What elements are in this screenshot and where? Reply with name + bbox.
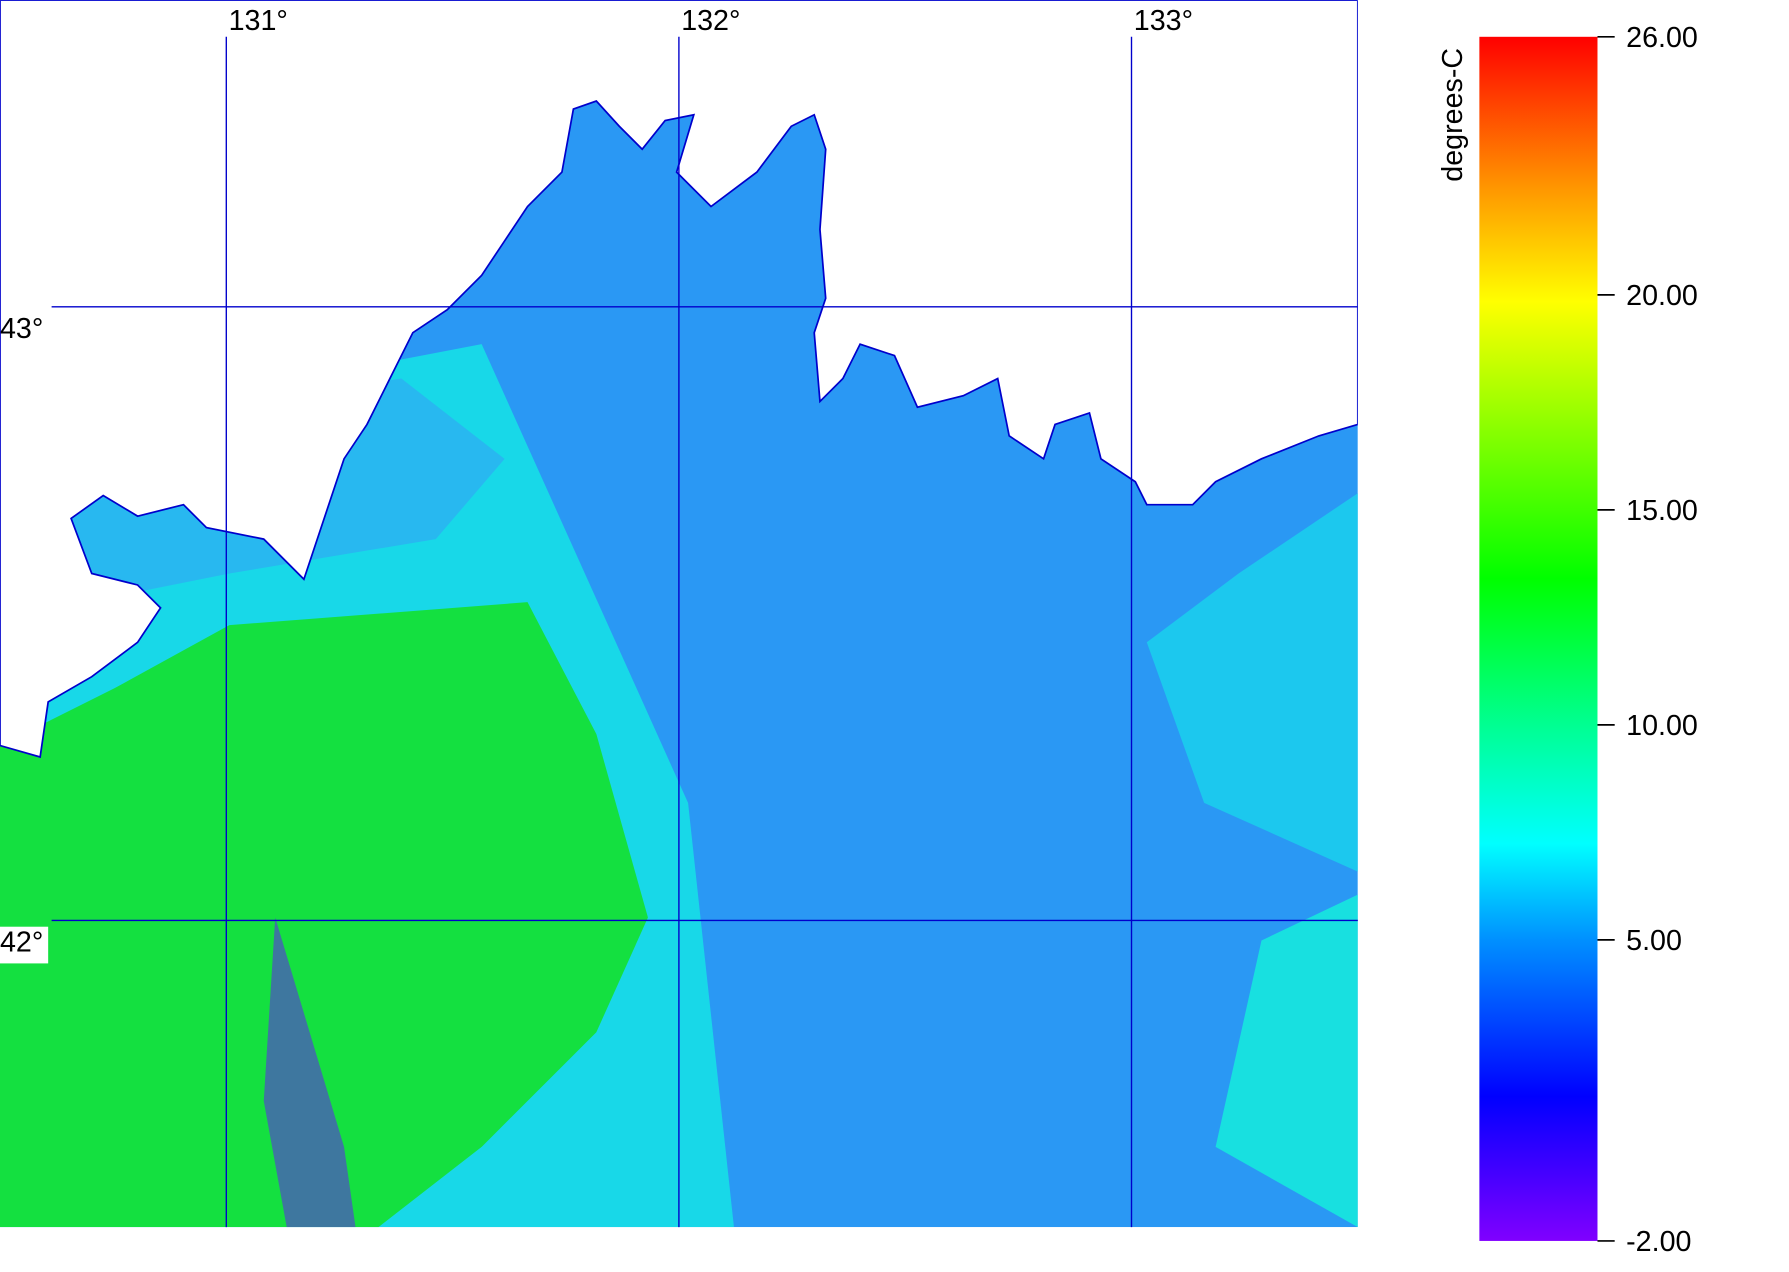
lat-label: 42° [0,926,43,958]
sea-green-warm [0,602,648,1228]
sea-cyan-east [1146,493,1358,872]
lat-label-box [0,926,49,964]
colorbar-tick-label: 10.00 [1626,710,1698,742]
colorbar-tick-label: 26.00 [1626,22,1698,54]
colorbar-tick-label: -2.00 [1626,1226,1691,1258]
cold-artifact [263,917,356,1228]
colorbar [1479,36,1598,1241]
colorbar-tick-label: 5.00 [1626,925,1682,957]
lon-label: 131° [229,5,288,37]
colorbar-tick-label: 15.00 [1626,495,1698,527]
lat-label: 43° [0,313,43,345]
lon-label: 133° [1134,5,1193,37]
sea-cyan-southeast [1215,894,1358,1228]
colorbar-tick-label: 20.00 [1626,280,1698,312]
colorbar-label: degrees-C [1437,48,1469,182]
lon-label: 132° [681,5,740,37]
